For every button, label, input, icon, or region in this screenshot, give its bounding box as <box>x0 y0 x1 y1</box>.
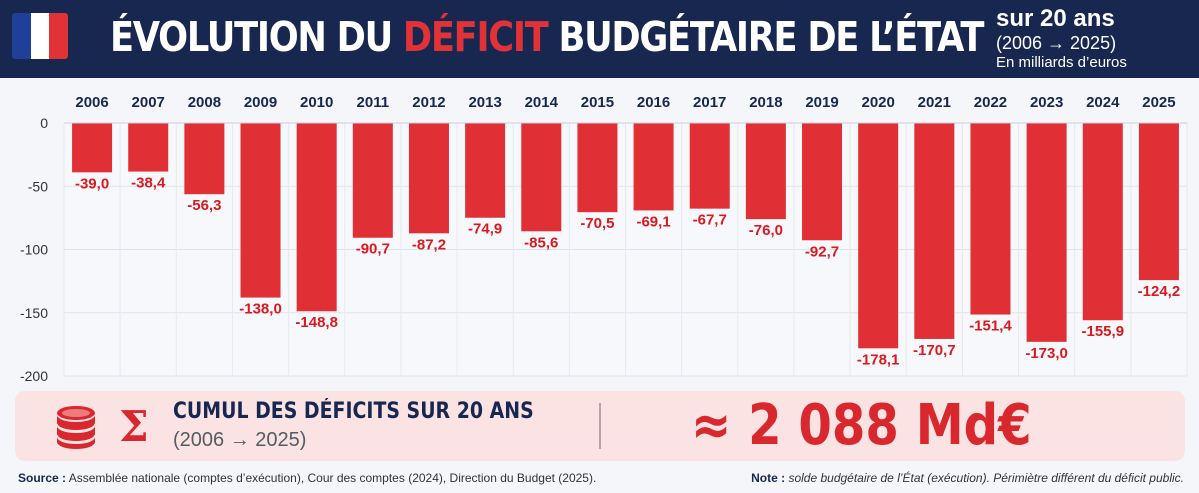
cumul-total: ≈ 2 088 Md€ <box>691 393 1032 458</box>
unit-label: En milliards d’euros <box>996 54 1127 71</box>
y-tick-label: -100 <box>20 242 48 258</box>
note-label: Note : <box>751 471 786 485</box>
y-tick-label: -200 <box>20 368 48 384</box>
data-label: -38,4 <box>131 175 166 192</box>
x-tick-label: 2023 <box>1030 94 1063 111</box>
bar <box>184 123 225 195</box>
x-tick-label: 2012 <box>412 94 445 111</box>
source-note: Source : Assemblée nationale (comptes d’… <box>18 471 596 485</box>
method-note: Note : solde budgétaire de l’État (exécu… <box>751 471 1184 485</box>
header-side-info: sur 20 ans (2006 → 2025) En milliards d’… <box>996 5 1127 73</box>
bar <box>240 123 281 298</box>
bar <box>1138 123 1179 281</box>
bar <box>465 123 506 218</box>
x-tick-label: 2007 <box>132 94 165 111</box>
data-label: -170,7 <box>913 342 956 359</box>
bar <box>408 123 449 234</box>
data-label: -56,3 <box>187 197 221 214</box>
bar <box>633 123 674 211</box>
x-tick-label: 2019 <box>805 94 838 111</box>
x-tick-label: 2015 <box>581 94 614 111</box>
x-tick-label: 2006 <box>75 94 108 111</box>
bar <box>352 123 393 238</box>
x-tick-label: 2020 <box>861 94 894 111</box>
y-tick-label: -50 <box>28 178 48 194</box>
title-suffix: BUDGÉTAIRE DE L’ÉTAT <box>547 13 984 61</box>
y-tick-label: -150 <box>20 305 48 321</box>
note-text: solde budgétaire de l’État (exécution). … <box>785 471 1184 485</box>
x-tick-label: 2025 <box>1142 94 1175 111</box>
bar <box>296 123 337 312</box>
cumul-divider <box>599 403 601 449</box>
data-label: -155,9 <box>1082 323 1125 340</box>
x-tick-label: 2024 <box>1086 94 1120 111</box>
x-tick-label: 2021 <box>918 94 951 111</box>
period-duration: sur 20 ans <box>996 5 1115 32</box>
data-label: -173,0 <box>1025 345 1068 362</box>
data-label: -85,6 <box>524 234 558 251</box>
header-banner: ÉVOLUTION DU DÉFICIT BUDGÉTAIRE DE L’ÉTA… <box>0 0 1199 78</box>
data-label: -74,9 <box>468 221 502 238</box>
source-label: Source : <box>18 471 67 485</box>
cumul-summary-box: Σ CUMUL DES DÉFICITS SUR 20 ANS (2006 → … <box>15 391 1185 461</box>
bar <box>745 123 786 220</box>
x-tick-label: 2009 <box>244 94 277 111</box>
data-label: -70,5 <box>580 215 614 232</box>
x-tick-label: 2010 <box>300 94 333 111</box>
x-tick-label: 2018 <box>749 94 782 111</box>
bar <box>858 123 899 349</box>
x-tick-label: 2017 <box>693 94 726 111</box>
bar <box>128 123 169 172</box>
flag-white-stripe <box>30 13 50 59</box>
x-tick-label: 2016 <box>637 94 670 111</box>
bar <box>1026 123 1067 342</box>
x-tick-label: 2014 <box>525 94 559 111</box>
x-tick-label: 2008 <box>188 94 221 111</box>
bar <box>914 123 955 339</box>
bar <box>577 123 618 213</box>
deficit-chart: 0 -50 -100 -150 -200 2006 -39,0 2007 -38,4 2008 -5… <box>0 78 1199 390</box>
data-label: -151,4 <box>969 318 1012 335</box>
data-label: -87,2 <box>412 236 446 253</box>
title-highlight: DÉFICIT <box>402 13 549 61</box>
flag-red-stripe <box>49 13 68 59</box>
data-label: -148,8 <box>295 314 338 331</box>
x-tick-label: 2022 <box>974 94 1007 111</box>
data-label: -90,7 <box>356 241 390 258</box>
bar <box>521 123 562 232</box>
data-label: -178,1 <box>857 351 900 368</box>
footer: Source : Assemblée nationale (comptes d’… <box>0 466 1199 493</box>
page-title: ÉVOLUTION DU DÉFICIT BUDGÉTAIRE DE L’ÉTA… <box>110 11 984 63</box>
source-text: Assemblée nationale (comptes d’exécution… <box>66 471 597 485</box>
bar <box>689 123 730 209</box>
bar <box>970 123 1011 315</box>
bar <box>1082 123 1123 321</box>
data-label: -92,7 <box>805 243 839 260</box>
cumul-period: (2006 → 2025) <box>173 429 307 451</box>
y-tick-label: 0 <box>40 115 48 131</box>
data-label: -124,2 <box>1138 283 1181 300</box>
period-range: (2006 → 2025) <box>996 33 1117 53</box>
bar <box>802 123 843 241</box>
bar <box>72 123 113 173</box>
sigma-icon: Σ <box>119 402 149 451</box>
x-tick-label: 2013 <box>468 94 501 111</box>
data-label: -39,0 <box>75 175 109 192</box>
cumul-icons: Σ <box>55 405 149 449</box>
x-tick-label: 2011 <box>357 94 390 111</box>
data-label: -138,0 <box>239 301 282 318</box>
data-label: -69,1 <box>636 213 670 230</box>
title-prefix: ÉVOLUTION DU <box>110 13 403 61</box>
flag-blue-stripe <box>12 13 31 59</box>
cumul-title: CUMUL DES DÉFICITS SUR 20 ANS <box>173 399 534 424</box>
data-label: -67,7 <box>693 212 727 229</box>
coins-stack-icon <box>56 406 96 449</box>
french-flag-icon <box>12 13 68 59</box>
data-label: -76,0 <box>749 222 783 239</box>
bar-chart-svg: 0 -50 -100 -150 -200 2006 -39,0 2007 -38,4 2008 -5… <box>20 94 1188 384</box>
